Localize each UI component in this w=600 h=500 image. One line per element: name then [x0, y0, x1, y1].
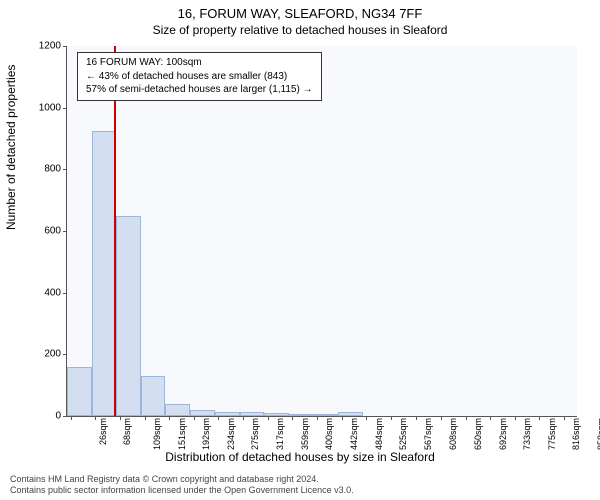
x-tick-label: 733sqm [518, 418, 532, 450]
x-tick-mark [564, 416, 565, 420]
x-tick-mark [416, 416, 417, 420]
x-tick-label: 400sqm [320, 418, 334, 450]
property-marker-line [114, 46, 116, 416]
x-tick-mark [120, 416, 121, 420]
histogram-bar [190, 410, 214, 416]
histogram-bar [141, 376, 165, 416]
y-tick-mark [63, 46, 67, 47]
info-line-1: 16 FORUM WAY: 100sqm [86, 56, 313, 70]
histogram-bar [67, 367, 92, 416]
x-tick-label: 775sqm [543, 418, 557, 450]
y-axis-label: Number of detached properties [4, 65, 18, 230]
x-tick-label: 650sqm [469, 418, 483, 450]
x-tick-mark [71, 416, 72, 420]
x-tick-label: 816sqm [567, 418, 581, 450]
histogram-bar [116, 216, 141, 416]
x-tick-label: 275sqm [246, 418, 260, 450]
chart-title-main: 16, FORUM WAY, SLEAFORD, NG34 7FF [0, 0, 600, 21]
x-tick-label: 234sqm [222, 418, 236, 450]
chart-title-sub: Size of property relative to detached ho… [0, 21, 600, 37]
y-tick-mark [63, 416, 67, 417]
histogram-bar [215, 412, 240, 416]
x-tick-mark [218, 416, 219, 420]
x-tick-label: 484sqm [370, 418, 384, 450]
x-axis-label: Distribution of detached houses by size … [0, 450, 600, 464]
y-tick-label: 800 [21, 164, 67, 175]
x-tick-mark [317, 416, 318, 420]
info-box: 16 FORUM WAY: 100sqm ← 43% of detached h… [77, 52, 322, 101]
histogram-bar [92, 131, 116, 416]
x-tick-label: 109sqm [148, 418, 162, 450]
x-tick-mark [539, 416, 540, 420]
x-tick-label: 858sqm [592, 418, 600, 450]
attribution: Contains HM Land Registry data © Crown c… [10, 474, 590, 496]
x-tick-mark [490, 416, 491, 420]
y-tick-label: 200 [21, 349, 67, 360]
x-tick-mark [194, 416, 195, 420]
y-tick-mark [63, 354, 67, 355]
x-tick-label: 68sqm [118, 418, 132, 445]
x-tick-label: 525sqm [395, 418, 409, 450]
x-tick-mark [441, 416, 442, 420]
y-tick-label: 600 [21, 226, 67, 237]
chart-container: 16, FORUM WAY, SLEAFORD, NG34 7FF Size o… [0, 0, 600, 500]
y-tick-label: 1000 [21, 102, 67, 113]
info-line-2: ← 43% of detached houses are smaller (84… [86, 70, 313, 84]
x-tick-label: 192sqm [197, 418, 211, 450]
x-tick-label: 317sqm [271, 418, 285, 450]
attribution-line-2: Contains public sector information licen… [10, 485, 590, 496]
plot-area: 16 FORUM WAY: 100sqm ← 43% of detached h… [66, 46, 577, 417]
x-tick-label: 151sqm [173, 418, 187, 450]
x-tick-mark [268, 416, 269, 420]
x-tick-mark [466, 416, 467, 420]
y-tick-mark [63, 231, 67, 232]
x-tick-label: 26sqm [94, 418, 108, 445]
x-tick-mark [243, 416, 244, 420]
x-tick-mark [169, 416, 170, 420]
x-tick-mark [342, 416, 343, 420]
y-tick-mark [63, 108, 67, 109]
x-tick-label: 692sqm [494, 418, 508, 450]
y-tick-mark [63, 169, 67, 170]
histogram-bar [165, 404, 190, 416]
x-tick-mark [95, 416, 96, 420]
attribution-line-1: Contains HM Land Registry data © Crown c… [10, 474, 590, 485]
x-tick-label: 608sqm [444, 418, 458, 450]
info-line-3: 57% of semi-detached houses are larger (… [86, 83, 313, 97]
histogram-bar [338, 412, 363, 416]
y-tick-mark [63, 293, 67, 294]
x-tick-mark [366, 416, 367, 420]
x-tick-label: 359sqm [296, 418, 310, 450]
x-tick-mark [145, 416, 146, 420]
histogram-bar [289, 414, 314, 416]
y-tick-label: 0 [21, 411, 67, 422]
x-tick-mark [292, 416, 293, 420]
histogram-bar [314, 414, 338, 416]
y-tick-label: 1200 [21, 41, 67, 52]
y-tick-label: 400 [21, 287, 67, 298]
histogram-bar [240, 412, 265, 416]
x-tick-label: 442sqm [345, 418, 359, 450]
histogram-bar [264, 413, 288, 416]
x-tick-mark [515, 416, 516, 420]
x-tick-label: 567sqm [419, 418, 433, 450]
x-tick-mark [391, 416, 392, 420]
